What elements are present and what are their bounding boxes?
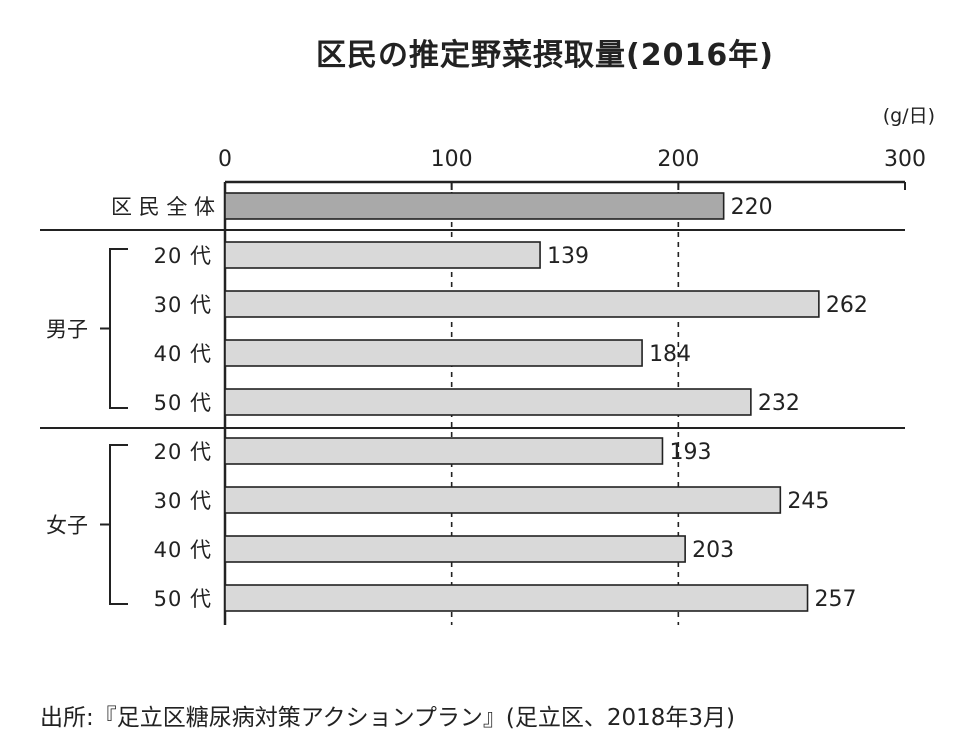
unit-label: (g/日) — [883, 105, 935, 127]
value-label: 203 — [692, 538, 734, 563]
bar — [224, 388, 752, 416]
category-label: 区 民 全 体 — [111, 195, 215, 219]
bar — [224, 486, 782, 514]
x-tick-label: 100 — [431, 147, 473, 172]
chart-title: 区民の推定野菜摂取量(2016年) — [316, 38, 774, 73]
bar-chart: (g/日) 0 100 200 300 220 区 民 全 体 139 20 代 262 30 代 1… — [40, 105, 935, 625]
bar — [224, 535, 686, 563]
category-label: 40 代 — [154, 342, 212, 366]
x-tick-label: 200 — [657, 147, 699, 172]
category-label: 20 代 — [154, 440, 212, 464]
bar — [224, 290, 820, 318]
group-label: 女子 — [46, 514, 88, 538]
category-label: 20 代 — [154, 244, 212, 268]
group-bracket — [109, 444, 128, 605]
x-tick-label: 300 — [884, 147, 926, 172]
bar — [224, 437, 664, 465]
source-note: 出所:『足立区糖尿病対策アクションプラン』(足立区、2018年3月) — [40, 705, 736, 731]
group-bracket — [109, 248, 128, 409]
category-label: 30 代 — [154, 489, 212, 513]
value-label: 245 — [787, 489, 829, 514]
value-label: 184 — [649, 342, 691, 367]
category-label: 50 代 — [154, 391, 212, 415]
value-label: 139 — [547, 244, 589, 269]
bar — [224, 339, 643, 367]
category-label: 30 代 — [154, 293, 212, 317]
value-label: 193 — [669, 440, 711, 465]
value-label: 232 — [758, 391, 800, 416]
bar — [224, 241, 541, 269]
value-label: 257 — [815, 587, 857, 612]
group-label: 男子 — [46, 318, 88, 342]
x-tick-label: 0 — [218, 147, 232, 172]
category-label: 50 代 — [154, 587, 212, 611]
bar — [224, 192, 725, 220]
category-label: 40 代 — [154, 538, 212, 562]
bar — [224, 584, 809, 612]
value-label: 262 — [826, 293, 868, 318]
value-label: 220 — [731, 195, 773, 220]
